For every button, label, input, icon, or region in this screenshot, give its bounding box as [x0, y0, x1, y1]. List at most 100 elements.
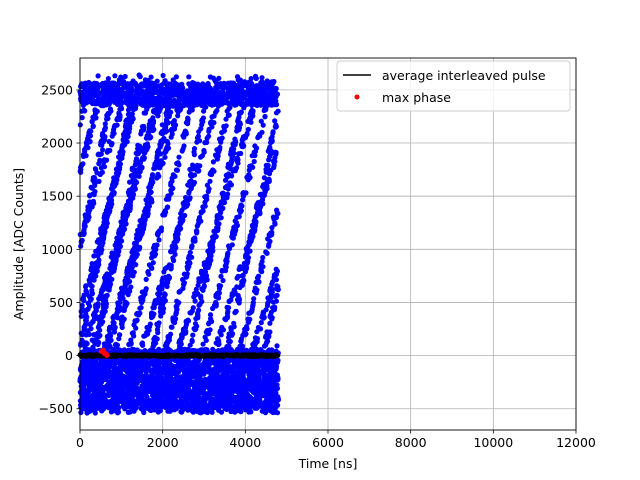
- data-point: [137, 74, 143, 80]
- data-point: [166, 364, 172, 371]
- data-point: [83, 397, 89, 403]
- data-point: [216, 359, 222, 365]
- data-point: [145, 77, 151, 84]
- data-point: [230, 372, 236, 378]
- data-point: [82, 87, 89, 93]
- data-point: [239, 390, 245, 396]
- data-point: [121, 79, 127, 85]
- data-point: [82, 108, 88, 114]
- data-point: [159, 404, 165, 410]
- data-point: [210, 305, 216, 312]
- data-point: [223, 172, 229, 178]
- data-point: [106, 379, 112, 385]
- data-point: [247, 97, 253, 103]
- data-point: [140, 89, 146, 95]
- data-point: [109, 370, 115, 377]
- data-point: [226, 386, 232, 393]
- data-point: [99, 393, 105, 400]
- data-point: [89, 96, 95, 102]
- data-point: [198, 380, 204, 386]
- data-point: [151, 362, 157, 368]
- data-point: [245, 126, 251, 132]
- data-point: [143, 387, 149, 393]
- data-point: [132, 383, 138, 389]
- data-point: [222, 380, 228, 386]
- data-point: [79, 378, 85, 384]
- data-point: [173, 74, 179, 80]
- data-point: [156, 367, 162, 373]
- data-point: [206, 369, 212, 375]
- data-point: [224, 366, 230, 372]
- data-point: [238, 95, 244, 101]
- data-point: [127, 397, 133, 403]
- data-point: [186, 95, 192, 101]
- data-point: [226, 358, 233, 364]
- data-point: [224, 406, 230, 412]
- data-point: [138, 361, 145, 367]
- data-point: [101, 367, 107, 373]
- data-point: [81, 385, 87, 391]
- data-point: [177, 82, 183, 88]
- data-point: [200, 394, 206, 400]
- data-point: [144, 366, 150, 372]
- data-point: [271, 93, 277, 99]
- data-point: [81, 298, 87, 304]
- data-point: [220, 402, 226, 408]
- data-point: [90, 397, 96, 403]
- data-point: [272, 389, 278, 395]
- data-point: [112, 396, 119, 402]
- data-point: [249, 102, 255, 108]
- data-point: [78, 83, 84, 89]
- data-point: [189, 408, 195, 414]
- data-point: [225, 191, 231, 197]
- data-point: [162, 154, 168, 160]
- data-point: [145, 398, 151, 404]
- data-point: [181, 358, 187, 364]
- data-point: [183, 398, 189, 404]
- data-point: [142, 391, 148, 397]
- data-point: [258, 320, 264, 326]
- data-point: [151, 407, 158, 413]
- data-point: [200, 409, 206, 415]
- data-point: [270, 409, 276, 416]
- data-point: [90, 348, 96, 354]
- data-point: [158, 95, 165, 101]
- data-point: [190, 80, 196, 86]
- data-point: [238, 89, 244, 95]
- data-point: [267, 399, 273, 405]
- data-point: [91, 392, 97, 398]
- data-point: [126, 347, 132, 353]
- data-point: [161, 391, 167, 397]
- data-point: [216, 83, 222, 89]
- data-point: [211, 113, 217, 119]
- data-point: [90, 407, 96, 413]
- data-point: [116, 375, 123, 382]
- data-point: [226, 243, 232, 249]
- data-point: [256, 388, 262, 394]
- data-point: [266, 157, 272, 163]
- data-point: [131, 94, 137, 100]
- data-point: [196, 402, 202, 408]
- data-point: [95, 73, 101, 79]
- data-point: [171, 381, 177, 387]
- data-point: [199, 93, 205, 99]
- data-point: [178, 388, 184, 394]
- data-point: [93, 80, 99, 87]
- data-point: [141, 383, 147, 389]
- data-point: [182, 346, 188, 352]
- data-point: [165, 97, 171, 103]
- data-point: [215, 364, 221, 370]
- data-point: [160, 72, 166, 79]
- data-point: [99, 379, 105, 385]
- data-point: [85, 389, 91, 395]
- data-point: [128, 85, 134, 91]
- data-point: [201, 386, 207, 392]
- data-point: [233, 88, 239, 94]
- data-point: [118, 362, 124, 368]
- data-point: [117, 348, 123, 354]
- data-point: [271, 372, 277, 378]
- data-point: [95, 92, 102, 98]
- data-point: [132, 390, 138, 397]
- data-point: [271, 164, 277, 171]
- data-point: [80, 359, 86, 365]
